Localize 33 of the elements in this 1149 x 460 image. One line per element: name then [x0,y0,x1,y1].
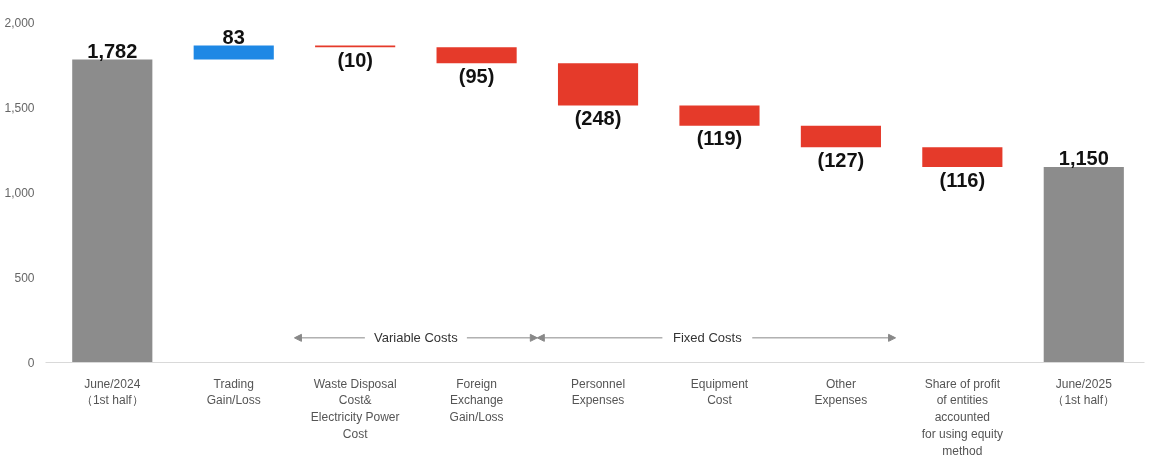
data-label: (127) [817,148,865,171]
bar [72,59,153,363]
annotation: Variable Costs [374,330,459,346]
data-label: 83 [222,25,245,48]
x-tick-label: Trading Gain/Loss [206,376,261,408]
data-label: (10) [337,48,373,71]
bar [679,105,760,126]
data-label: (248) [574,107,622,130]
data-label: (116) [939,168,986,191]
x-tick-label: Equipment Cost [690,376,749,408]
data-label: 1,782 [87,39,138,62]
data-label: 1,150 [1058,147,1109,170]
data-label: (119) [696,127,743,150]
x-tick-label: Other Expenses [814,376,868,408]
annotation: Fixed Costs [673,330,743,346]
bar [557,63,639,106]
x-tick-label: Personnel Expenses [571,376,626,408]
y-tick-label: 1,500 [4,101,35,115]
data-label: (95) [458,65,495,87]
x-tick-label: Share of profit of entities accounted for using equity method [921,376,1004,458]
bar [800,125,881,148]
x-tick-label: June/2025 （1st half） [1052,376,1116,408]
y-tick-label: 500 [14,271,35,285]
bar [193,45,274,60]
bar [922,147,1003,167]
y-tick-label: 0 [27,356,35,370]
y-tick-label: 1,000 [4,186,35,200]
x-tick-label: Waste Disposal Cost& Electricity Power Cost [310,376,400,441]
bar [1043,167,1124,363]
y-tick-label: 2,000 [4,16,35,30]
x-tick-label: June/2024 （1st half） [80,376,144,408]
bar [436,47,517,64]
x-tick-label: Foreign Exchange Gain/Loss [449,376,504,425]
